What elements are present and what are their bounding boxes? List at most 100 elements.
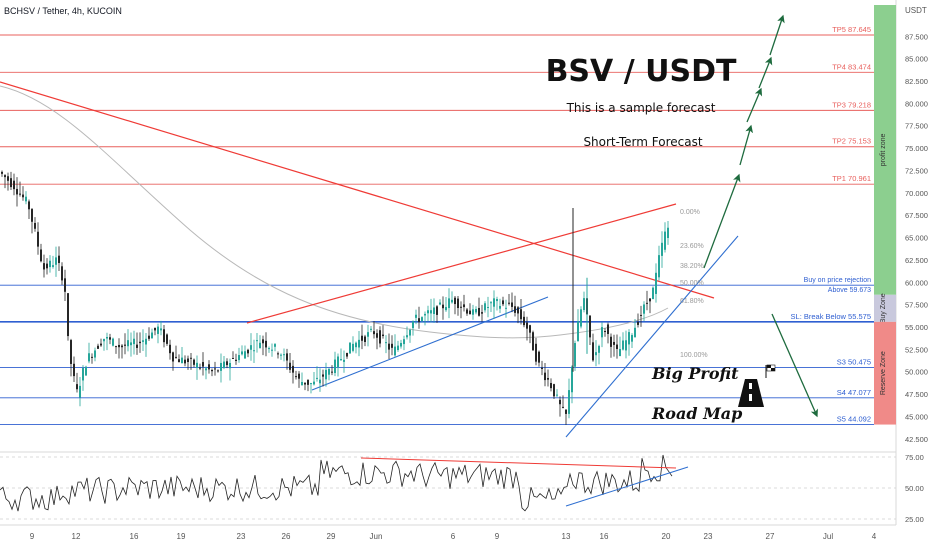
candle-body: [196, 362, 198, 368]
candle-body: [385, 342, 387, 344]
candle-body: [553, 384, 555, 397]
candle-body: [34, 222, 36, 229]
candle-body: [640, 314, 642, 316]
candle-body: [616, 344, 618, 349]
forecast-arrow: [739, 124, 753, 166]
candle-body: [643, 304, 645, 314]
candle-body: [337, 356, 339, 368]
candle-body: [364, 336, 366, 342]
candle-body: [259, 342, 261, 348]
candle-body: [445, 307, 447, 311]
candle-body: [625, 340, 627, 351]
candle-body: [430, 310, 432, 314]
forecast-arrow: [769, 14, 785, 56]
candle-body: [283, 354, 285, 356]
date-tick: 4: [872, 532, 877, 541]
candle-body: [493, 298, 495, 307]
candle-body: [409, 329, 411, 336]
chart-title: BSV / USDT: [546, 54, 737, 89]
rsi-blue-trendline: [565, 466, 689, 507]
date-tick: 12: [72, 532, 81, 541]
candle-body: [166, 334, 168, 344]
candle-body: [226, 361, 228, 366]
candle-body: [451, 299, 453, 303]
candle-body: [139, 341, 141, 344]
price-tick: 42.500: [905, 435, 928, 444]
moving-average-line: [0, 85, 669, 339]
candle-body: [244, 351, 246, 359]
candle-body: [112, 338, 114, 346]
candle-body: [94, 350, 96, 358]
level-label-TP2: TP2 75.153: [832, 137, 871, 146]
candle-body: [142, 340, 144, 342]
candle-body: [667, 227, 669, 238]
zone-label-2: Reserve Zone: [880, 351, 887, 395]
candle-body: [232, 358, 234, 360]
date-tick: 9: [30, 532, 35, 541]
candles: [1, 170, 669, 426]
candle-body: [379, 330, 381, 344]
candle-body: [73, 363, 75, 377]
road-icon: [738, 379, 764, 407]
candle-body: [469, 310, 471, 315]
candle-body: [619, 349, 621, 357]
candle-body: [622, 340, 624, 350]
candle-body: [463, 304, 465, 308]
candle-body: [472, 309, 474, 315]
candle-body: [82, 368, 84, 381]
candle-body: [70, 340, 72, 364]
candle-body: [343, 359, 345, 362]
price-tick: 45.000: [905, 412, 928, 421]
fib-label: 50.00%: [680, 280, 704, 287]
candle-body: [199, 367, 201, 369]
candle-body: [304, 382, 306, 385]
chart-subtitle-2: Short-Term Forecast: [583, 135, 702, 149]
forecast-arrow: [703, 173, 741, 269]
rsi-line: [0, 454, 673, 512]
candle-body: [97, 345, 99, 349]
candle-body: [349, 342, 351, 354]
candle-body: [49, 260, 51, 268]
level-label-TP4: TP4 83.474: [832, 62, 871, 71]
candle-body: [313, 381, 315, 385]
candle-body: [427, 310, 429, 314]
candle-body: [319, 379, 321, 384]
candle-body: [223, 361, 225, 369]
fib-label: 23.60%: [680, 243, 704, 250]
chart-subtitle-1: This is a sample forecast: [566, 101, 716, 115]
candle-body: [250, 345, 252, 350]
date-tick: 19: [177, 532, 186, 541]
price-tick: 47.500: [905, 390, 928, 399]
candle-body: [499, 305, 501, 309]
candle-body: [103, 338, 105, 342]
price-tick: 87.500: [905, 32, 928, 41]
candle-body: [424, 313, 426, 316]
candle-body: [61, 266, 63, 281]
candle-body: [352, 343, 354, 351]
candle-body: [466, 309, 468, 314]
candle-body: [136, 344, 138, 348]
date-tick: 16: [130, 532, 139, 541]
candle-body: [241, 351, 243, 355]
level-label-S4: S4 47.077: [837, 388, 871, 397]
candle-body: [592, 342, 594, 361]
candle-body: [52, 265, 54, 267]
date-tick: 6: [451, 532, 456, 541]
price-tick: 77.500: [905, 122, 928, 131]
candle-body: [88, 353, 90, 362]
rsi-tick: 25.00: [905, 515, 924, 524]
fib-label: 38.20%: [680, 263, 704, 270]
candle-body: [25, 196, 27, 202]
date-tick: 16: [600, 532, 609, 541]
price-tick: 80.000: [905, 99, 928, 108]
candle-body: [475, 309, 477, 313]
fib-label: 61.80%: [680, 298, 704, 305]
candle-body: [631, 335, 633, 342]
level-label-S5: S5 44.092: [837, 415, 871, 424]
candle-body: [580, 309, 582, 327]
candle-body: [187, 358, 189, 363]
zone-label-0: profit zone: [880, 133, 887, 166]
candle-body: [490, 302, 492, 304]
currency-label: USDT: [905, 6, 927, 15]
